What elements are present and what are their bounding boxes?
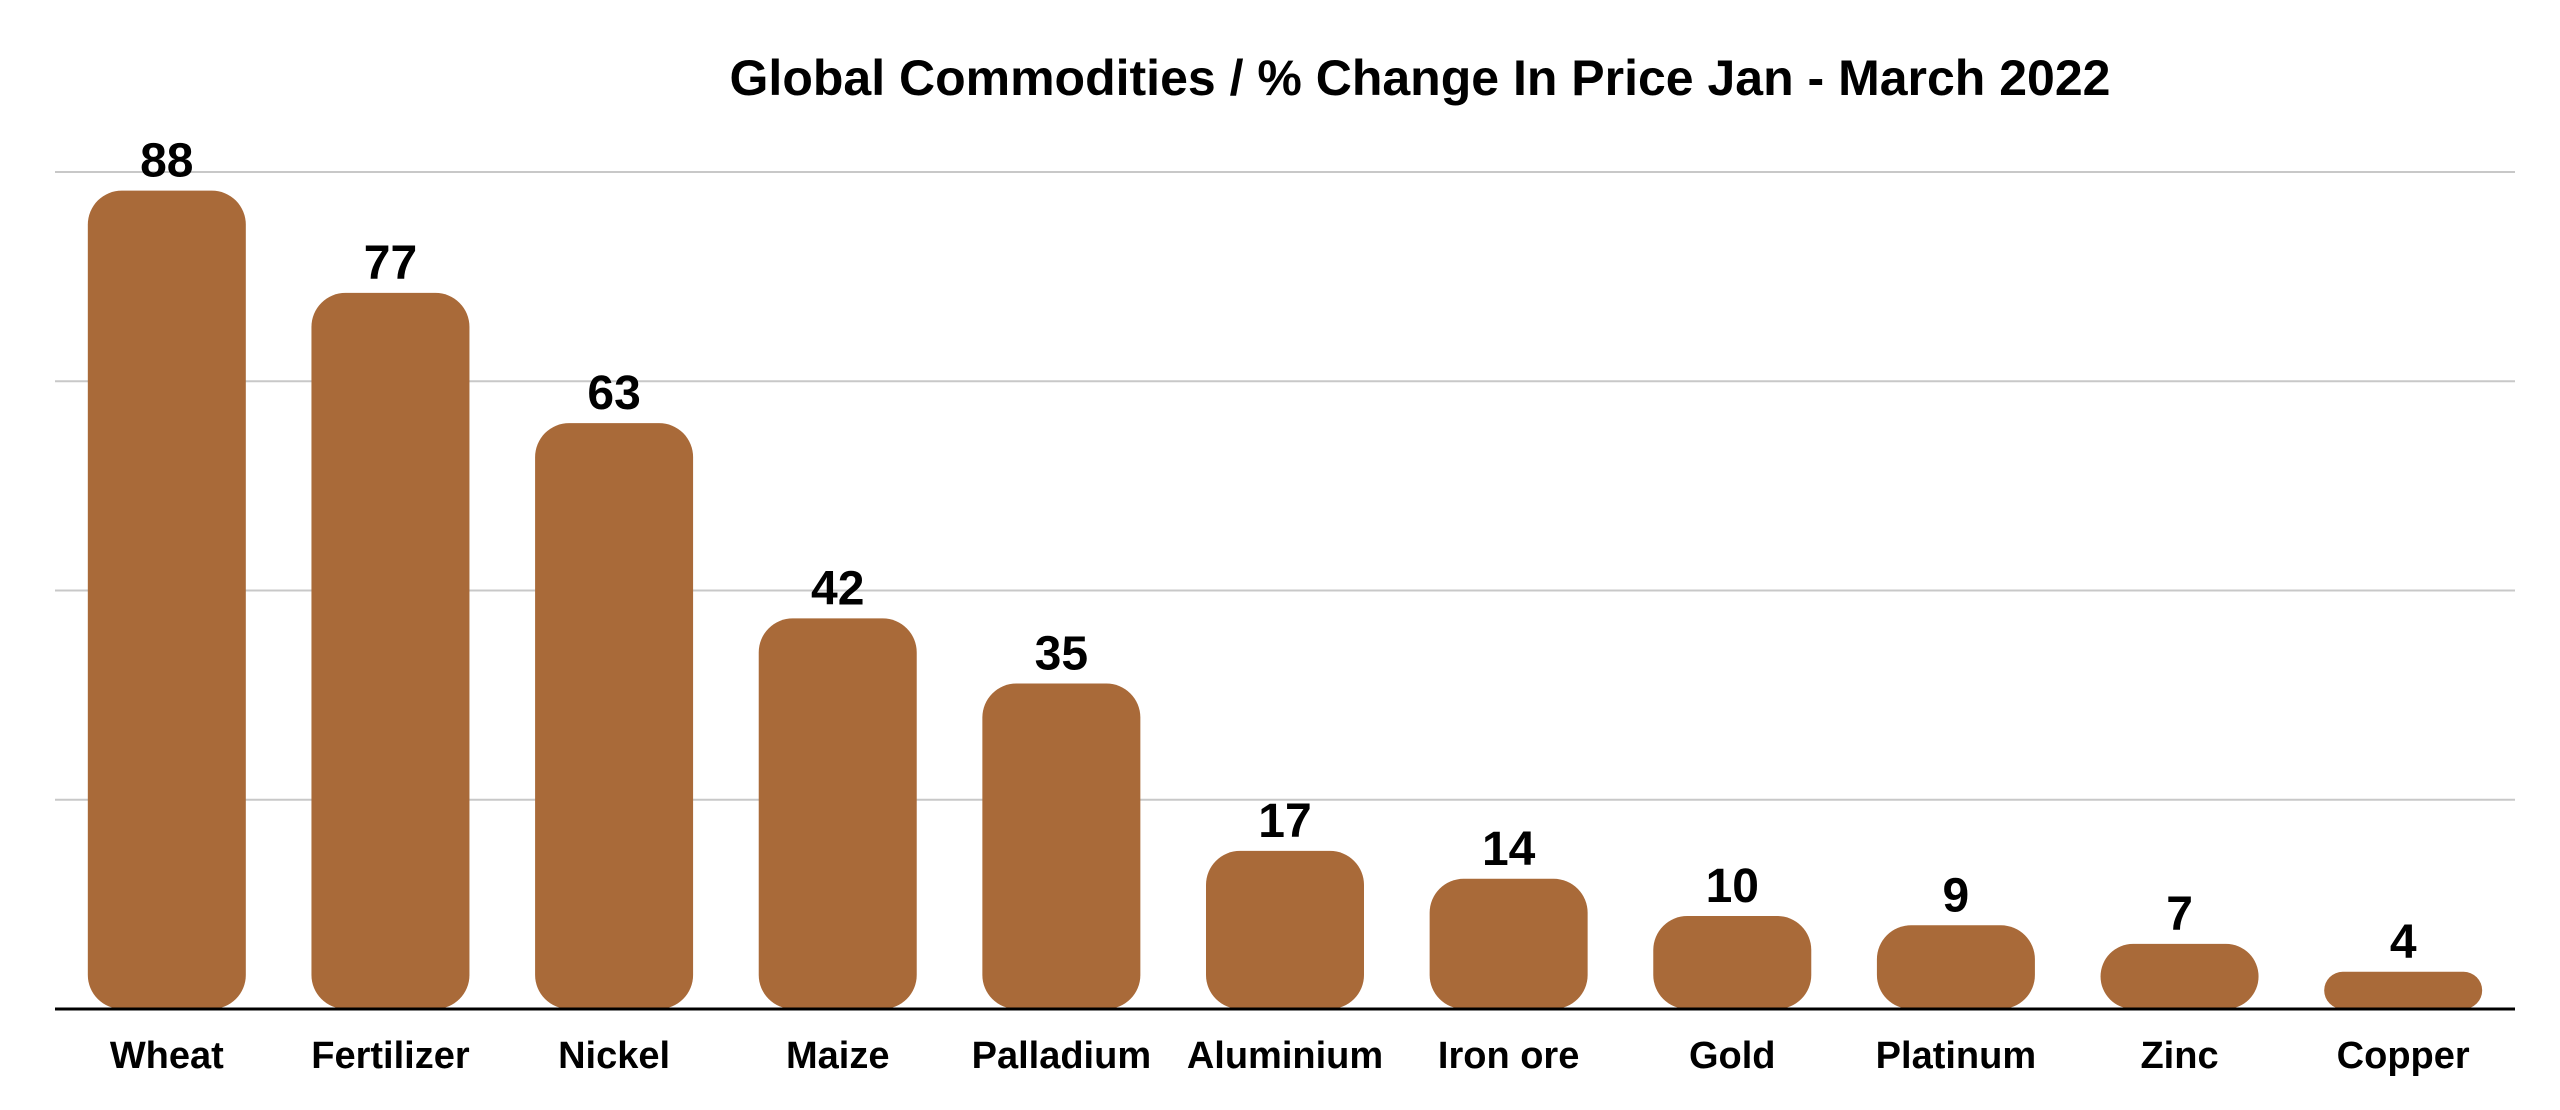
x-tick-maize: Maize	[786, 1035, 889, 1077]
x-tick-aluminium: Aluminium	[1187, 1035, 1383, 1077]
chart-title: Global Commodities / % Change In Price J…	[730, 50, 2111, 106]
x-tick-platinum: Platinum	[1876, 1035, 2036, 1077]
x-axis-tick-labels: Wheat Fertilizer Nickel Maize Palladium Alumi…	[110, 1035, 2470, 1077]
data-label-iron-ore: 14	[1482, 823, 1536, 876]
x-tick-fertilizer: Fertilizer	[311, 1035, 470, 1077]
bar-palladium	[982, 683, 1141, 1009]
data-label-copper: 4	[2390, 916, 2417, 969]
x-tick-iron-ore: Iron ore	[1438, 1035, 1579, 1077]
data-label-platinum: 9	[1943, 869, 1970, 922]
bars	[87, 190, 2483, 1010]
x-tick-zinc: Zinc	[2140, 1035, 2218, 1077]
data-label-fertilizer: 77	[364, 237, 417, 290]
bar-aluminium	[1206, 850, 1364, 1009]
x-tick-copper: Copper	[2337, 1035, 2470, 1077]
bar-nickel	[535, 423, 694, 1010]
data-labels: 88 77 63 42 35 17 14 10 9 7 4	[140, 135, 2417, 969]
data-label-nickel: 63	[587, 367, 640, 420]
data-label-gold: 10	[1706, 860, 1759, 913]
bar-iron-ore	[1429, 878, 1588, 1009]
data-label-wheat: 88	[140, 135, 193, 188]
bar-gold	[1653, 916, 1812, 1009]
data-label-zinc: 7	[2166, 888, 2193, 941]
data-label-palladium: 35	[1035, 628, 1088, 681]
data-label-aluminium: 17	[1258, 795, 1311, 848]
x-tick-gold: Gold	[1689, 1035, 1776, 1077]
bar-wheat	[87, 190, 246, 1010]
data-label-maize: 42	[811, 562, 864, 615]
x-tick-nickel: Nickel	[558, 1035, 670, 1077]
bar-maize	[758, 618, 917, 1009]
bar-zinc	[2100, 943, 2259, 1009]
bar-fertilizer	[311, 292, 470, 1009]
x-tick-wheat: Wheat	[110, 1035, 224, 1077]
bar-copper	[2324, 971, 2483, 1009]
x-tick-palladium: Palladium	[972, 1035, 1152, 1077]
bar-platinum	[1876, 925, 2035, 1009]
